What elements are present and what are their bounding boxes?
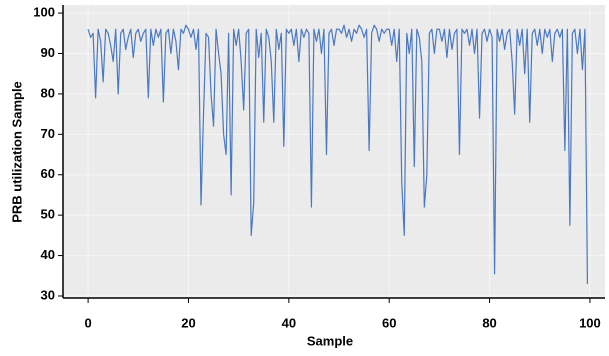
x-tick-label: 40	[282, 315, 296, 330]
x-axis-label: Sample	[307, 333, 353, 348]
x-tick-label: 60	[382, 315, 396, 330]
y-tick-label: 50	[41, 207, 55, 222]
y-tick-label: 30	[41, 287, 55, 302]
data-line	[87, 24, 589, 284]
y-tick-label: 100	[33, 5, 55, 20]
y-tick-label: 70	[41, 126, 55, 141]
x-tick-label: 80	[482, 315, 496, 330]
x-tick-label: 20	[181, 315, 195, 330]
y-tick-label: 90	[41, 45, 55, 60]
x-tick-label: 0	[84, 315, 91, 330]
y-axis-label: PRB utilization Sample	[9, 81, 24, 223]
y-tick-label: 40	[41, 247, 55, 262]
x-tick-label: 100	[579, 315, 601, 330]
y-tick-label: 80	[41, 85, 55, 100]
y-tick-label: 60	[41, 166, 55, 181]
